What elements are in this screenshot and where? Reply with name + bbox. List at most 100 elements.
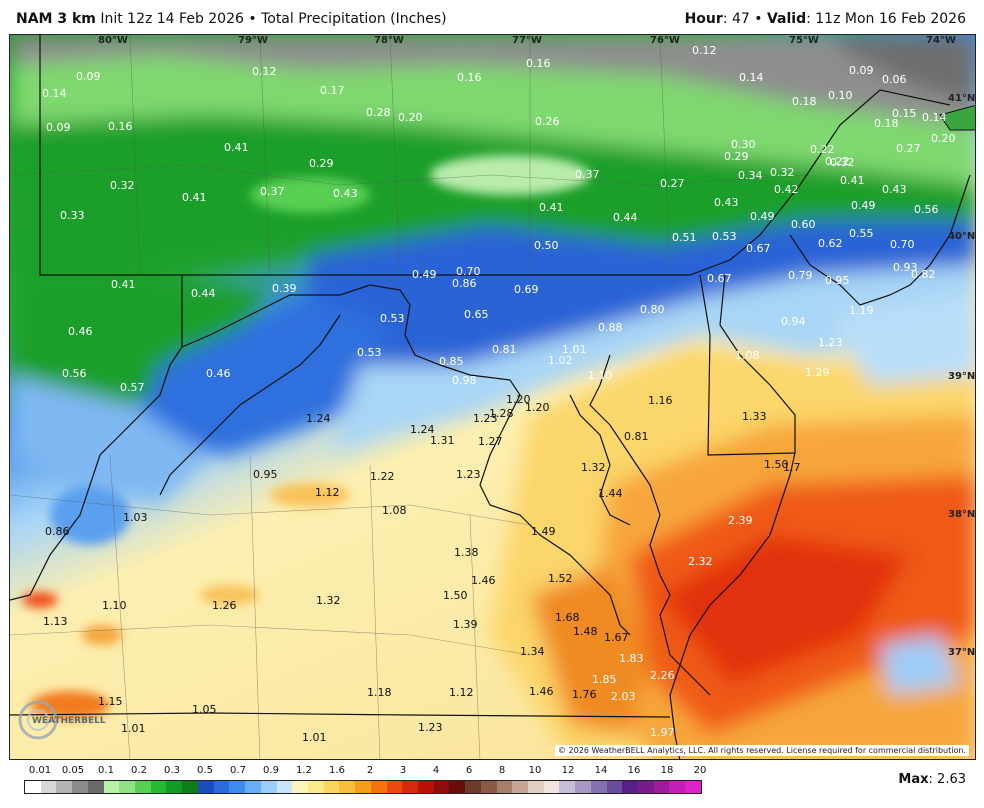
precip-value-label: 0.79 <box>788 269 813 282</box>
precip-value-label: 2.32 <box>688 555 713 568</box>
legend-color-swatch <box>370 781 387 793</box>
weatherbell-logo: WEATHERBELL <box>18 700 106 740</box>
latitude-label: 37°N <box>948 647 975 658</box>
precip-value-label: 1.24 <box>410 423 435 436</box>
precip-value-label: 1.08 <box>735 349 760 362</box>
precip-value-label: 0.69 <box>514 283 539 296</box>
precip-value-label: 1.48 <box>573 625 598 638</box>
precip-value-label: 0.56 <box>914 203 939 216</box>
precip-value-label: 0.49 <box>412 268 437 281</box>
precip-value-label: 0.53 <box>712 230 737 243</box>
precip-value-label: 1.27 <box>478 435 503 448</box>
precip-value-label: 2.39 <box>728 514 753 527</box>
legend-tick-label: 10 <box>528 765 542 776</box>
precip-value-label: 0.53 <box>380 312 405 325</box>
longitude-label: 77°W <box>512 35 542 46</box>
header: NAM 3 km Init 12z 14 Feb 2026 • Total Pr… <box>0 0 984 34</box>
precip-value-label: 0.12 <box>692 44 717 57</box>
precip-value-label: 1.33 <box>742 410 767 423</box>
legend-tick-label: 0.2 <box>131 765 147 776</box>
legend-color-swatch <box>323 781 340 793</box>
precip-value-label: 0.41 <box>182 191 207 204</box>
precip-value-label: 1.23 <box>456 468 481 481</box>
precip-value-label: 0.16 <box>526 57 551 70</box>
precip-value-label: 0.56 <box>62 367 87 380</box>
valid-label: Valid <box>766 11 807 27</box>
precip-value-label: 0.28 <box>366 106 391 119</box>
precip-value-label: 1.97 <box>650 726 675 739</box>
precip-value-label: 0.32 <box>830 156 855 169</box>
legend-color-swatch <box>339 781 356 793</box>
precip-value-label: 1.39 <box>453 618 478 631</box>
latitude-label: 39°N <box>948 371 975 382</box>
legend-color-swatch <box>245 781 261 793</box>
precip-value-label: 0.46 <box>68 325 93 338</box>
longitude-label: 74°W <box>926 35 956 46</box>
precip-value-label: 1.49 <box>531 525 556 538</box>
precip-value-label: 0.42 <box>774 183 799 196</box>
latitude-label: 40°N <box>948 231 975 242</box>
precip-value-label: 0.06 <box>882 73 907 86</box>
legend-color-swatch <box>575 781 591 793</box>
precip-value-label: 2.03 <box>611 690 636 703</box>
precip-value-label: 1.08 <box>382 504 407 517</box>
precip-value-label: 0.98 <box>452 374 477 387</box>
legend-color-swatch <box>260 781 277 793</box>
precip-value-label: 1.28 <box>489 407 514 420</box>
precip-value-label: 2.26 <box>650 669 675 682</box>
precip-value-label: 1.23 <box>473 412 498 425</box>
precip-value-label: 0.26 <box>535 115 560 128</box>
precip-value-label: 1.24 <box>306 412 331 425</box>
precip-value-label: 1.01 <box>302 731 327 744</box>
legend-color-swatch <box>56 781 73 793</box>
chart-title: NAM 3 km Init 12z 14 Feb 2026 • Total Pr… <box>16 11 447 27</box>
legend-tick-label: 2 <box>366 765 374 776</box>
precip-value-label: 0.41 <box>539 201 564 214</box>
longitude-label: 79°W <box>238 35 268 46</box>
precipitation-map[interactable]: 80°W 79°W 78°W 77°W 76°W 75°W 74°W 41°N 40°N 39°N… <box>9 34 976 760</box>
precip-value-label: 1.01 <box>562 343 587 356</box>
precip-value-label: 0.12 <box>252 65 277 78</box>
precip-value-label: 0.09 <box>849 64 874 77</box>
legend-color-swatch <box>402 781 418 793</box>
precip-value-label: 0.15 <box>892 107 917 120</box>
precip-value-label: 0.14 <box>42 87 67 100</box>
precip-value-label: 1.20 <box>506 393 531 406</box>
precip-value-label: 0.49 <box>750 210 775 223</box>
precip-value-label: 1.19 <box>849 304 874 317</box>
precip-value-label: 1.38 <box>454 546 479 559</box>
precip-value-label: 0.70 <box>456 265 481 278</box>
precip-value-label: 0.82 <box>911 268 936 281</box>
precip-value-label: 0.62 <box>818 237 843 250</box>
precip-value-label: 0.70 <box>890 238 915 251</box>
precip-value-label: 1.46 <box>529 685 554 698</box>
legend-color-swatch <box>276 781 293 793</box>
info-separator: • <box>754 11 763 27</box>
legend-tick-label: 6 <box>465 765 473 776</box>
legend-color-swatch <box>72 781 88 793</box>
precip-value-label: 1.34 <box>520 645 545 658</box>
precip-value-label: 1.85 <box>592 673 617 686</box>
precip-value-label: 0.10 <box>828 89 853 102</box>
precip-value-label: 0.86 <box>45 525 70 538</box>
legend-color-swatch <box>25 781 41 793</box>
legend-color-swatch <box>150 781 167 793</box>
county-lines <box>10 35 811 759</box>
precip-value-label: 0.16 <box>457 71 482 84</box>
precip-value-label: 1.29 <box>805 366 830 379</box>
legend-color-swatch <box>528 781 544 793</box>
precip-value-label: 1.67 <box>604 631 629 644</box>
legend-color-swatch <box>166 781 183 793</box>
precip-value-label: 0.80 <box>640 303 665 316</box>
precip-value-label: 1.83 <box>619 652 644 665</box>
precip-value-label: 1.22 <box>370 470 395 483</box>
precip-value-label: 0.20 <box>398 111 423 124</box>
precip-value-label: 0.09 <box>76 70 101 83</box>
legend-color-bar <box>24 780 702 794</box>
legend-color-swatch <box>119 781 136 793</box>
precip-value-label: 1.32 <box>581 461 606 474</box>
precip-value-label: 0.81 <box>492 343 517 356</box>
precip-value-label: 0.67 <box>746 242 771 255</box>
legend-color-swatch <box>449 781 466 793</box>
precip-value-label: 1.05 <box>192 703 217 716</box>
